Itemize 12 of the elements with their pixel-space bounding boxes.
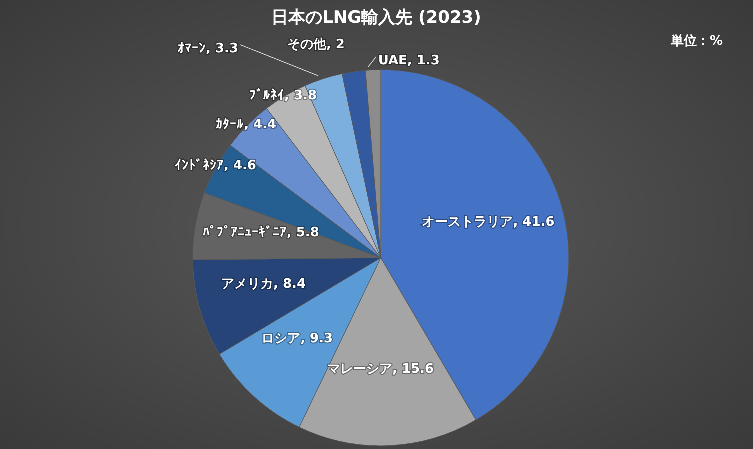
slice-label: その他, 2 — [287, 38, 345, 52]
chart-title: 日本のLNG輸入先 (2023) — [270, 7, 482, 29]
text: 単位：% — [670, 33, 723, 50]
slice-label: ﾊﾟﾌﾟｱﾆｭｰｷﾞﾆｱ, 5.8 — [202, 224, 320, 241]
slice-label: オーストラリア, 41.6 — [422, 214, 555, 230]
slice-label: マレーシア, 15.6 — [327, 362, 434, 377]
slice-label: UAE, 1.3 — [378, 54, 440, 68]
slice-label: ｵﾏｰﾝ, 3.3 — [178, 42, 239, 56]
slice-label: ｲﾝﾄﾞﾈｼｱ, 4.6 — [174, 157, 256, 174]
slice-label: ロシア, 9.3 — [262, 332, 334, 347]
slice-label: ｶﾀｰﾙ, 4.4 — [216, 117, 277, 132]
slice-label: アメリカ, 8.4 — [222, 277, 306, 292]
